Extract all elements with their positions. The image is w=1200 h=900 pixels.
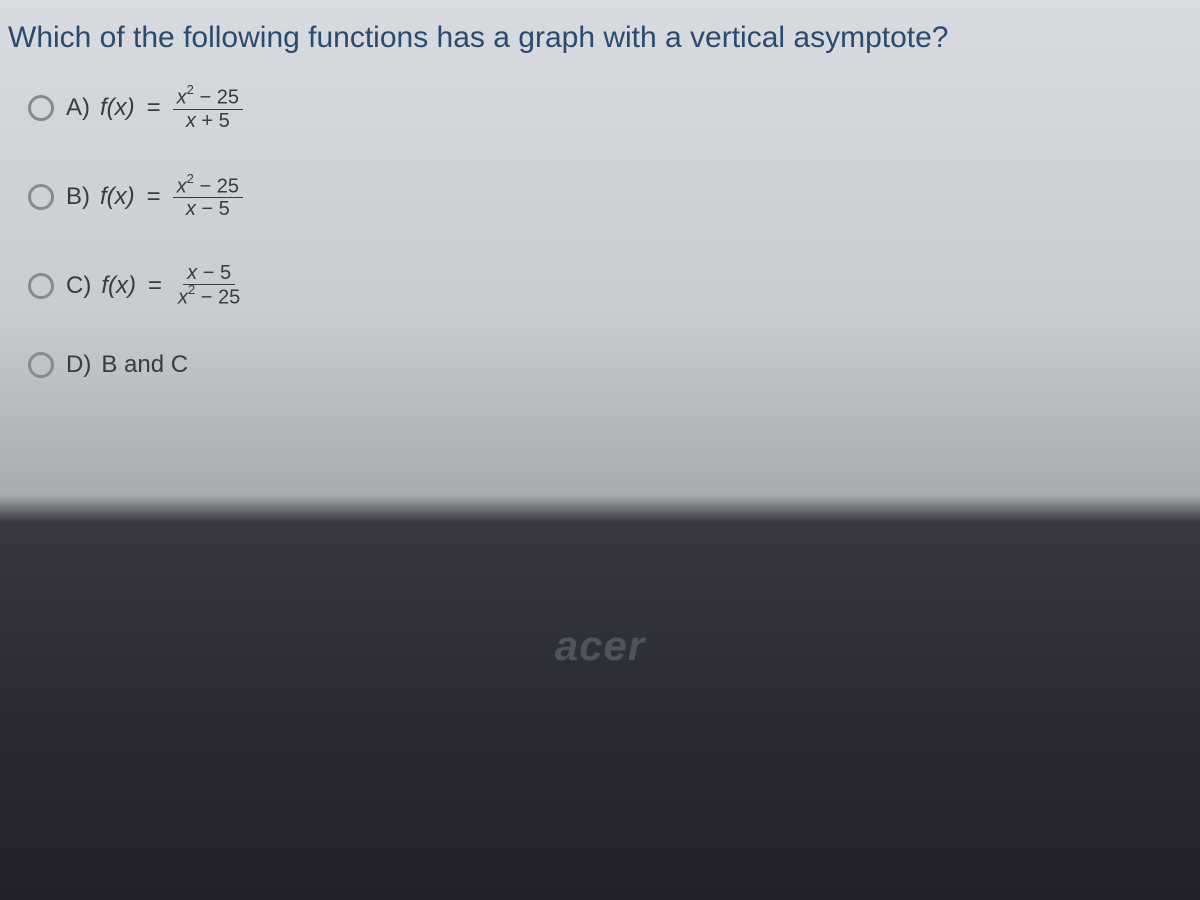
option-a-content: A) f(x) = x2 − 25 x + 5: [66, 85, 243, 132]
radio-button-d[interactable]: [28, 352, 54, 378]
option-b-label: B): [66, 183, 90, 211]
watermark-logo: acer: [555, 622, 645, 670]
option-b-fraction: x2 − 25 x − 5: [173, 174, 243, 221]
option-a-fraction: x2 − 25 x + 5: [173, 85, 243, 132]
radio-button-b[interactable]: [28, 184, 54, 210]
option-d[interactable]: D) B and C: [28, 351, 1192, 379]
option-b-content: B) f(x) = x2 − 25 x − 5: [66, 174, 243, 221]
option-b-equals: =: [147, 183, 161, 211]
question-container: Which of the following functions has a g…: [0, 0, 1200, 379]
question-text: Which of the following functions has a g…: [8, 18, 1192, 57]
option-c-fraction: x − 5 x2 − 25: [174, 262, 244, 309]
option-c[interactable]: C) f(x) = x − 5 x2 − 25: [28, 262, 1192, 309]
radio-button-a[interactable]: [28, 95, 54, 121]
option-a[interactable]: A) f(x) = x2 − 25 x + 5: [28, 85, 1192, 132]
options-list: A) f(x) = x2 − 25 x + 5 B) f(x) = x2 − 2…: [8, 85, 1192, 379]
option-b-func: f(x): [100, 183, 135, 211]
option-b-denominator: x − 5: [182, 198, 234, 220]
option-d-label: D): [66, 351, 91, 379]
option-a-equals: =: [147, 94, 161, 122]
option-a-denominator: x + 5: [182, 110, 234, 132]
option-b-numerator: x2 − 25: [173, 174, 243, 199]
option-a-func: f(x): [100, 94, 135, 122]
option-d-content: D) B and C: [66, 351, 188, 379]
option-b[interactable]: B) f(x) = x2 − 25 x − 5: [28, 174, 1192, 221]
radio-button-c[interactable]: [28, 273, 54, 299]
option-c-content: C) f(x) = x − 5 x2 − 25: [66, 262, 244, 309]
option-c-equals: =: [148, 272, 162, 300]
option-c-label: C): [66, 272, 91, 300]
option-c-denominator: x2 − 25: [174, 285, 244, 309]
option-c-func: f(x): [101, 272, 136, 300]
option-a-numerator: x2 − 25: [173, 85, 243, 110]
option-a-label: A): [66, 94, 90, 122]
option-d-text: B and C: [101, 351, 188, 379]
